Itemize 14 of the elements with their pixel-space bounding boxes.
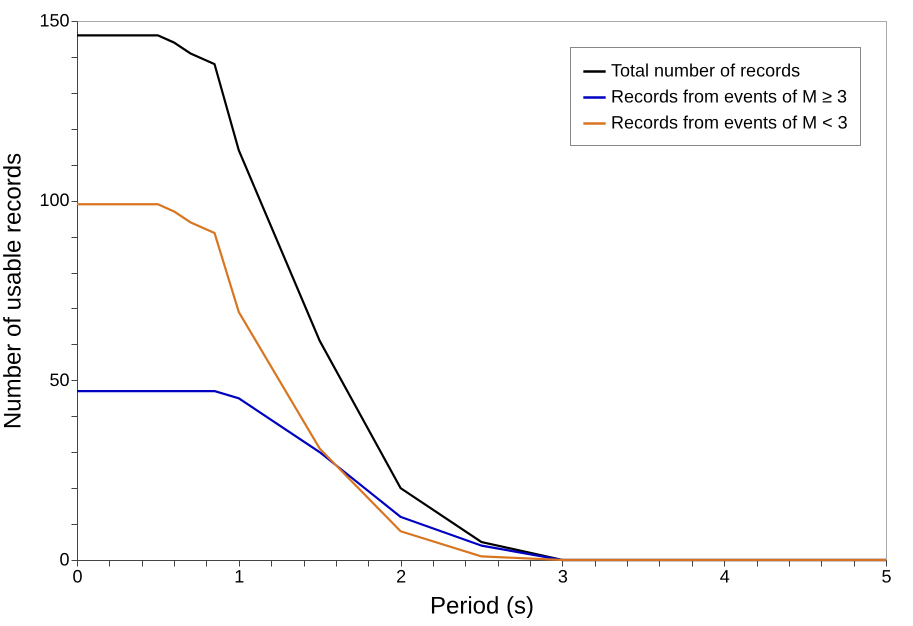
x-tick-label: 0 bbox=[72, 566, 83, 586]
y-axis-title: Number of usable records bbox=[0, 152, 26, 430]
x-tick-label: 1 bbox=[234, 566, 244, 586]
y-tick-label: 0 bbox=[59, 550, 70, 570]
x-tick-label: 2 bbox=[396, 566, 406, 586]
legend-label: Records from events of M ≥ 3 bbox=[611, 86, 847, 106]
x-tick-label: 4 bbox=[720, 566, 730, 586]
legend-label: Total number of records bbox=[611, 60, 800, 80]
legend-label: Records from events of M < 3 bbox=[611, 112, 848, 132]
y-tick-label: 100 bbox=[39, 190, 70, 210]
y-tick-label: 150 bbox=[39, 10, 70, 30]
y-tick-label: 50 bbox=[49, 370, 70, 390]
x-tick-label: 5 bbox=[881, 566, 892, 586]
x-tick-label: 3 bbox=[558, 566, 568, 586]
